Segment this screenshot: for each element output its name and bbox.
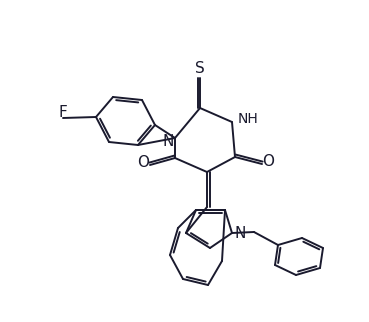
Text: N: N xyxy=(235,226,246,242)
Text: S: S xyxy=(195,61,205,75)
Text: N: N xyxy=(162,134,174,148)
Text: O: O xyxy=(262,154,274,168)
Text: O: O xyxy=(137,155,149,169)
Text: F: F xyxy=(59,105,68,119)
Text: NH: NH xyxy=(238,112,259,126)
